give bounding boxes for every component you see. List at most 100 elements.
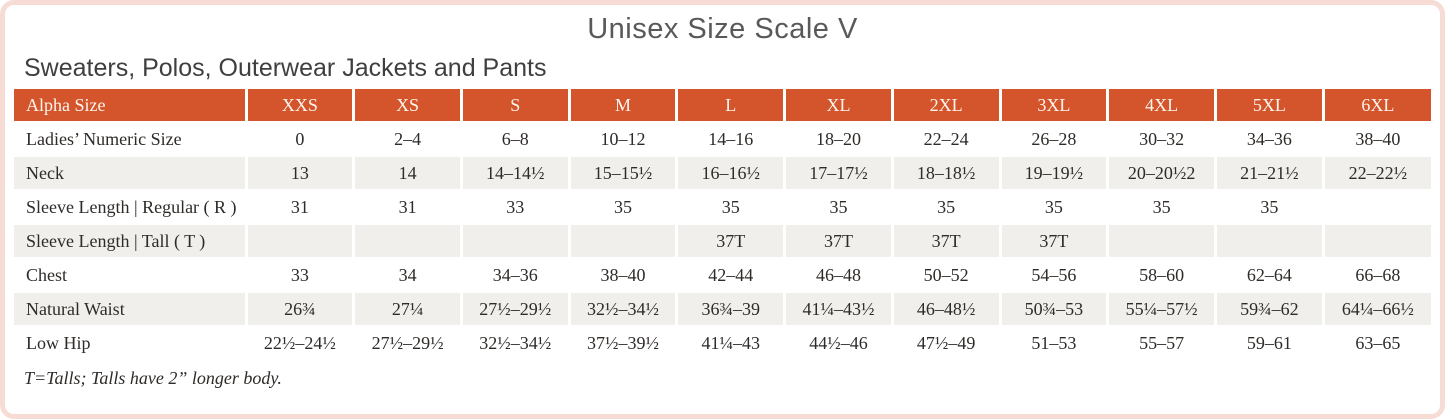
column-header-size: M [567, 89, 677, 122]
row-label: Ladies’ Numeric Size [26, 128, 182, 149]
size-value-cell: 35 [890, 190, 1001, 224]
size-value-cell: 31 [244, 190, 354, 224]
size-value-cell: 32½–34½ [459, 326, 570, 359]
size-value-cell: 26¾ [244, 292, 354, 326]
size-value-cell: 59–61 [1213, 326, 1324, 359]
size-value-cell: 14–16 [675, 122, 785, 156]
size-value-cell: 22½–24½ [244, 326, 354, 359]
size-value-cell: 34–36 [1213, 122, 1324, 156]
size-value-cell: 62–64 [1213, 258, 1324, 292]
size-value-cell: 63–65 [1321, 326, 1431, 359]
size-value-cell: 14–14½ [459, 156, 570, 190]
column-header-size: XL [783, 89, 893, 122]
size-value-cell: 27½–29½ [352, 326, 462, 359]
size-value-cell: 50¾–53 [998, 292, 1108, 326]
size-value-cell: 35 [675, 190, 785, 224]
size-value-cell: 44½–46 [783, 326, 893, 359]
column-header-size: 2XL [890, 89, 1001, 122]
size-value-cell: 20–20½2 [1106, 156, 1216, 190]
size-value-cell: 17–17½ [783, 156, 893, 190]
table-row: Sleeve Length | Regular ( R ) 31 31 33 35 35 3… [14, 190, 1431, 224]
row-label: Sleeve Length | Tall ( T ) [26, 230, 206, 251]
size-value-cell: 2–4 [352, 122, 462, 156]
row-label: Natural Waist [26, 298, 125, 319]
size-value-cell: 0 [244, 122, 354, 156]
size-value-cell [1321, 224, 1431, 258]
size-value-cell: 18–18½ [890, 156, 1001, 190]
table-row: Neck 13 14 14–14½ 15–15½ 16–16½ 17–17½ 18–18½ 19… [14, 156, 1431, 190]
size-value-cell: 21–21½ [1213, 156, 1324, 190]
size-value-cell [567, 224, 677, 258]
row-label: Neck [26, 162, 64, 183]
size-value-cell: 30–32 [1106, 122, 1216, 156]
size-value-cell: 32½–34½ [567, 292, 677, 326]
size-value-cell: 35 [998, 190, 1108, 224]
size-value-cell: 33 [244, 258, 354, 292]
size-value-cell: 27½–29½ [459, 292, 570, 326]
size-value-cell: 14 [352, 156, 462, 190]
size-value-cell: 31 [352, 190, 462, 224]
size-value-cell [459, 224, 570, 258]
size-value-cell: 35 [783, 190, 893, 224]
row-label: Sleeve Length | Regular ( R ) [26, 196, 237, 217]
row-label: Chest [26, 264, 68, 285]
size-value-cell: 34 [352, 258, 462, 292]
size-value-cell: 19–19½ [998, 156, 1108, 190]
size-value-cell: 16–16½ [675, 156, 785, 190]
size-value-cell: 35 [1106, 190, 1216, 224]
size-value-cell: 27¼ [352, 292, 462, 326]
size-value-cell: 41¼–43 [675, 326, 785, 359]
size-value-cell: 35 [1213, 190, 1324, 224]
size-value-cell: 59¾–62 [1213, 292, 1324, 326]
column-header-size: 3XL [998, 89, 1108, 122]
table-row: Chest 33 34 34–36 38–40 42–44 46–48 50–52 54–56 5… [14, 258, 1431, 292]
size-value-cell: 46–48½ [890, 292, 1001, 326]
size-value-cell: 38–40 [1321, 122, 1431, 156]
size-value-cell [244, 224, 354, 258]
size-scale-table: Alpha Size XXS XS S M L XL 2XL 3XL 4XL 5XL 6XL Ladi… [14, 89, 1431, 359]
size-value-cell: 64¼–66½ [1321, 292, 1431, 326]
column-header-size: 4XL [1106, 89, 1216, 122]
size-value-cell: 37T [783, 224, 893, 258]
size-value-cell: 47½–49 [890, 326, 1001, 359]
size-value-cell: 10–12 [567, 122, 677, 156]
column-header-size: 6XL [1321, 89, 1431, 122]
size-value-cell: 58–60 [1106, 258, 1216, 292]
size-value-cell: 37T [998, 224, 1108, 258]
table-header-row: Alpha Size XXS XS S M L XL 2XL 3XL 4XL 5XL 6XL [14, 89, 1431, 122]
size-value-cell: 33 [459, 190, 570, 224]
page-title: Unisex Size Scale V [587, 13, 858, 45]
column-header-size: XS [352, 89, 462, 122]
size-value-cell: 41¼–43½ [783, 292, 893, 326]
table-row: Ladies’ Numeric Size 0 2–4 6–8 10–12 14–16 18–… [14, 122, 1431, 156]
size-value-cell: 13 [244, 156, 354, 190]
column-header-size: XXS [244, 89, 354, 122]
size-value-cell: 6–8 [459, 122, 570, 156]
size-value-cell: 35 [567, 190, 677, 224]
size-value-cell: 37T [890, 224, 1001, 258]
size-value-cell: 55–57 [1106, 326, 1216, 359]
size-value-cell: 50–52 [890, 258, 1001, 292]
page-subtitle: Sweaters, Polos, Outerwear Jackets and P… [24, 54, 547, 82]
size-value-cell: 37½–39½ [567, 326, 677, 359]
column-header-size: S [459, 89, 570, 122]
table-row: Sleeve Length | Tall ( T ) 37T 37T 37T 37T [14, 224, 1431, 258]
column-header-size: 5XL [1213, 89, 1324, 122]
size-value-cell: 26–28 [998, 122, 1108, 156]
size-value-cell: 46–48 [783, 258, 893, 292]
table-row: Natural Waist 26¾ 27¼ 27½–29½ 32½–34½ 36¾–39 4… [14, 292, 1431, 326]
column-header-size: L [675, 89, 785, 122]
size-value-cell: 51–53 [998, 326, 1108, 359]
size-value-cell [1106, 224, 1216, 258]
column-header-alpha-size: Alpha Size [14, 89, 246, 122]
size-value-cell: 22–24 [890, 122, 1001, 156]
size-value-cell: 55¼–57½ [1106, 292, 1216, 326]
size-value-cell: 18–20 [783, 122, 893, 156]
size-value-cell: 22–22½ [1321, 156, 1431, 190]
footnote: T=Talls; Talls have 2” longer body. [24, 368, 282, 388]
size-value-cell [1321, 190, 1431, 224]
size-value-cell: 66–68 [1321, 258, 1431, 292]
table-row: Low Hip 22½–24½ 27½–29½ 32½–34½ 37½–39½ 41¼–4… [14, 326, 1431, 359]
size-value-cell [1213, 224, 1324, 258]
table-body: Ladies’ Numeric Size 0 2–4 6–8 10–12 14–16 18–… [14, 122, 1431, 359]
